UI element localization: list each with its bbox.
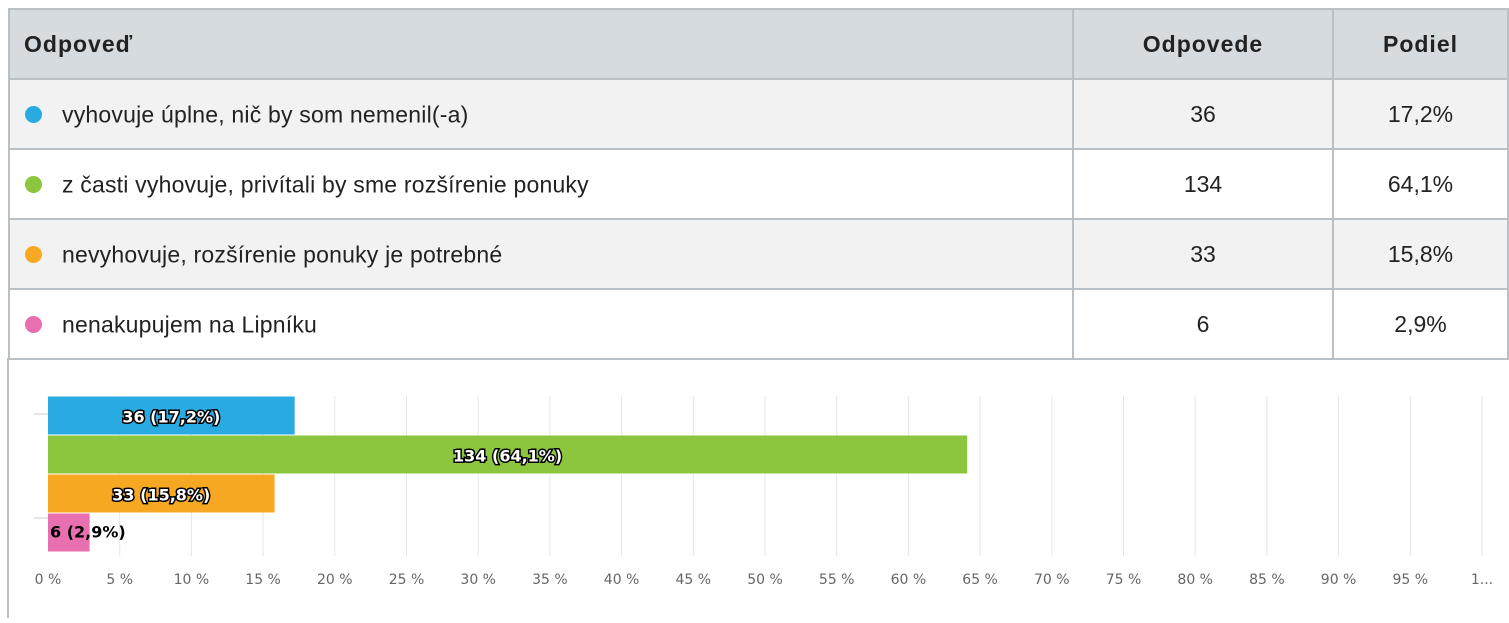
answer-label: nevyhovuje, rozšírenie ponuky je potrebn…	[62, 241, 503, 268]
x-tick-label: 0 %	[35, 572, 62, 588]
bar-data-label: 134 (64,1%)	[453, 447, 562, 466]
x-tick-label: 60 %	[891, 572, 927, 588]
x-tick-label: 1...	[1471, 572, 1493, 588]
bar	[48, 396, 295, 435]
x-tick-label: 75 %	[1106, 572, 1142, 588]
legend-dot-icon	[25, 246, 42, 264]
bar-data-label: 33 (15,8%)	[112, 486, 210, 505]
bar	[48, 435, 968, 474]
table-header-row: Odpoveď Odpovede Podiel	[8, 8, 1509, 80]
x-tick-label: 45 %	[676, 572, 712, 588]
answer-cell: vyhovuje úplne, nič by som nemenil(-a)	[8, 78, 1074, 150]
legend-dot-icon	[25, 316, 42, 334]
x-tick-label: 55 %	[819, 572, 855, 588]
answer-label: z časti vyhovuje, privítali by sme rozší…	[62, 171, 589, 198]
share-cell: 64,1%	[1332, 148, 1509, 220]
bar-data-label: 36 (17,2%)	[122, 408, 220, 427]
count-cell: 134	[1072, 148, 1334, 220]
bar	[48, 474, 275, 513]
share-cell: 17,2%	[1332, 78, 1509, 150]
table-row: nenakupujem na Lipníku 6 2,9%	[8, 288, 1509, 360]
answer-label: nenakupujem na Lipníku	[62, 311, 318, 338]
bar	[48, 513, 90, 552]
answer-label: vyhovuje úplne, nič by som nemenil(-a)	[62, 101, 469, 128]
x-tick-label: 20 %	[317, 572, 353, 588]
header-count: Odpovede	[1072, 8, 1334, 80]
answer-cell: nenakupujem na Lipníku	[8, 288, 1074, 360]
x-tick-label: 95 %	[1393, 572, 1429, 588]
results-table: Odpoveď Odpovede Podiel vyhovuje úplne, …	[8, 8, 1509, 360]
share-cell: 15,8%	[1332, 218, 1509, 290]
x-tick-label: 65 %	[962, 572, 998, 588]
x-tick-label: 40 %	[604, 572, 640, 588]
answer-cell: nevyhovuje, rozšírenie ponuky je potrebn…	[8, 218, 1074, 290]
count-cell: 36	[1072, 78, 1334, 150]
legend-dot-icon	[25, 176, 42, 194]
table-row: vyhovuje úplne, nič by som nemenil(-a) 3…	[8, 78, 1509, 150]
x-tick-label: 5 %	[106, 572, 133, 588]
x-tick-label: 35 %	[532, 572, 568, 588]
bar-data-label: 6 (2,9%)	[50, 523, 126, 542]
header-share: Podiel	[1332, 8, 1509, 80]
legend-dot-icon	[25, 106, 42, 124]
answer-cell: z časti vyhovuje, privítali by sme rozší…	[8, 148, 1074, 220]
chart-left-border	[7, 358, 9, 618]
x-tick-label: 70 %	[1034, 572, 1070, 588]
table-row: z časti vyhovuje, privítali by sme rozší…	[8, 148, 1509, 220]
x-tick-label: 80 %	[1177, 572, 1213, 588]
chart-area: 36 (17,2%) 134 (64,1%) 33 (15,8%) 6 (2,9%) 0…	[0, 358, 1509, 618]
table-row: nevyhovuje, rozšírenie ponuky je potrebn…	[8, 218, 1509, 290]
x-tick-label: 15 %	[245, 572, 281, 588]
x-tick-label: 25 %	[389, 572, 425, 588]
bar-chart: 36 (17,2%) 134 (64,1%) 33 (15,8%) 6 (2,9%) 0…	[34, 396, 1493, 588]
share-cell: 2,9%	[1332, 288, 1509, 360]
header-answer: Odpoveď	[8, 8, 1074, 80]
x-tick-label: 10 %	[174, 572, 210, 588]
count-cell: 33	[1072, 218, 1334, 290]
x-tick-label: 30 %	[460, 572, 496, 588]
count-cell: 6	[1072, 288, 1334, 360]
x-tick-label: 90 %	[1321, 572, 1357, 588]
x-tick-label: 50 %	[747, 572, 783, 588]
x-tick-label: 85 %	[1249, 572, 1285, 588]
